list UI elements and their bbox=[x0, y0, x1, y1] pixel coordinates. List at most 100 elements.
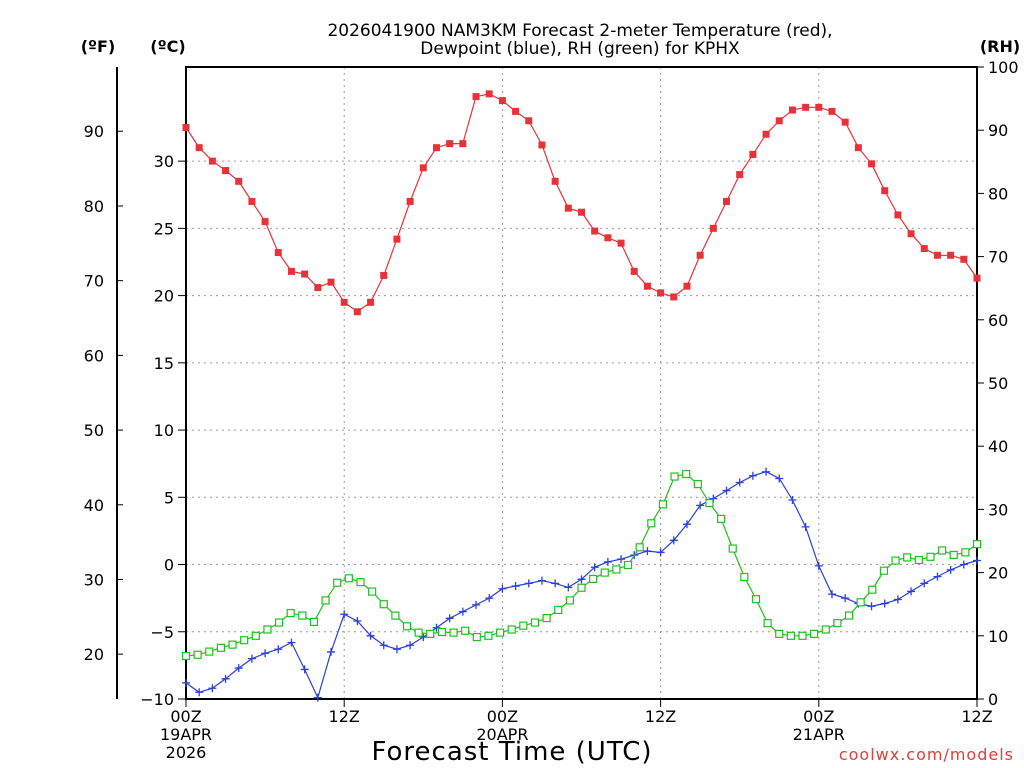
rh-tick-label: 90 bbox=[988, 121, 1008, 140]
rh-point bbox=[240, 636, 249, 645]
dewpoint-point bbox=[788, 495, 797, 504]
dewpoint-point bbox=[458, 607, 467, 616]
temperature-point bbox=[578, 208, 585, 216]
rh-point bbox=[519, 621, 528, 630]
dewpoint-point bbox=[511, 582, 520, 591]
temperature-point bbox=[367, 298, 375, 306]
temperature-point bbox=[591, 227, 599, 235]
rh-point bbox=[716, 514, 726, 523]
rh-point bbox=[263, 625, 272, 634]
rh-point bbox=[449, 628, 458, 637]
fahrenheit-tick-label: 70 bbox=[84, 272, 104, 291]
rh-point bbox=[181, 651, 191, 661]
temperature-point bbox=[617, 239, 625, 247]
temperature-point bbox=[485, 90, 493, 98]
rh-point bbox=[554, 605, 563, 614]
dewpoint-point bbox=[551, 579, 560, 588]
tick-labels: −10 −5 0 5 10 15 20 25 30 20 30 40 50 60 70 80 90 0 10 20 30… bbox=[84, 58, 1019, 762]
temperature-point bbox=[195, 144, 203, 152]
rh-point bbox=[507, 625, 516, 634]
rh-point bbox=[810, 629, 819, 639]
dewpoint-point bbox=[564, 583, 573, 592]
dewpoint-point bbox=[867, 602, 876, 611]
dewpoint-point bbox=[366, 631, 375, 640]
celsius-tick-label: 25 bbox=[154, 219, 174, 238]
dewpoint-point bbox=[617, 555, 626, 564]
temperature-point bbox=[657, 289, 665, 297]
temperature-point bbox=[604, 234, 612, 242]
dewpoint-point bbox=[472, 600, 481, 609]
fahrenheit-unit-label: (ºF) bbox=[81, 37, 116, 56]
dewpoint-point bbox=[946, 565, 955, 574]
x-tick-label: 12Z bbox=[961, 707, 992, 726]
dewpoint-point bbox=[827, 590, 836, 599]
temperature-point bbox=[314, 284, 322, 292]
temperature-point bbox=[182, 124, 190, 132]
rh-point bbox=[379, 600, 388, 609]
x-tick-label: 00Z bbox=[487, 707, 518, 726]
x-tick-label: 20APR bbox=[476, 725, 528, 744]
rh-point bbox=[414, 628, 423, 637]
temperature-point bbox=[894, 211, 902, 219]
temperature-point bbox=[709, 224, 717, 232]
temperature-point bbox=[353, 308, 361, 316]
dewpoint-point bbox=[208, 684, 217, 693]
rh-point bbox=[914, 555, 923, 565]
fahrenheit-tick-label: 80 bbox=[84, 197, 104, 216]
dewpoint-point bbox=[313, 693, 322, 702]
rh-tick-label: 60 bbox=[988, 311, 1008, 330]
rh-point bbox=[368, 587, 377, 596]
dewpoint-point bbox=[880, 599, 889, 608]
dewpoint-point bbox=[933, 572, 942, 581]
credit-label: coolwx.com/models bbox=[839, 745, 1014, 764]
dewpoint-point bbox=[182, 678, 190, 687]
dewpoint-point bbox=[379, 641, 388, 650]
chart-title-line2: Dewpoint (blue), RH (green) for KPHX bbox=[420, 39, 740, 59]
rh-point bbox=[321, 596, 330, 605]
rh-point bbox=[495, 628, 505, 637]
dewpoint-point bbox=[261, 649, 270, 658]
temperature-point bbox=[643, 282, 651, 290]
x-axis-title: Forecast Time (UTC) bbox=[371, 737, 652, 767]
celsius-tick-label: 10 bbox=[154, 421, 174, 440]
temperature-point bbox=[538, 141, 546, 149]
data-series bbox=[181, 90, 982, 702]
fahrenheit-tick-label: 60 bbox=[84, 346, 104, 365]
rh-point bbox=[484, 631, 493, 640]
rh-tick-label: 0 bbox=[988, 690, 998, 709]
x-tick-label: 00Z bbox=[803, 707, 834, 726]
series-rh bbox=[181, 469, 982, 661]
rh-point bbox=[542, 614, 551, 623]
temperature-point bbox=[630, 267, 638, 275]
temperature-point bbox=[828, 107, 836, 115]
dewpoint-point bbox=[735, 478, 744, 487]
temperature-point bbox=[432, 144, 440, 152]
rh-point bbox=[798, 631, 807, 640]
temperature-point bbox=[446, 140, 454, 148]
x-tick-label: 12Z bbox=[329, 707, 360, 726]
rh-point bbox=[565, 596, 574, 605]
dewpoint-point bbox=[195, 688, 204, 697]
dewpoint-point bbox=[234, 664, 243, 673]
rh-point bbox=[402, 622, 412, 631]
dewpoint-point bbox=[722, 486, 731, 495]
dewpoint-point bbox=[841, 594, 850, 603]
temperature-point bbox=[459, 140, 467, 148]
temperature-point bbox=[723, 197, 731, 205]
dewpoint-point bbox=[801, 522, 810, 531]
temperature-point bbox=[907, 230, 915, 238]
celsius-tick-label: −5 bbox=[150, 623, 174, 642]
rh-point bbox=[693, 480, 702, 489]
temperature-point bbox=[393, 235, 401, 243]
rh-tick-label: 50 bbox=[988, 374, 1008, 393]
temperature-point bbox=[248, 197, 256, 205]
fahrenheit-tick-label: 90 bbox=[84, 122, 104, 141]
dewpoint-point bbox=[327, 647, 336, 656]
dewpoint-point bbox=[748, 471, 757, 480]
rh-point bbox=[949, 550, 958, 560]
x-tick-label: 00Z bbox=[170, 707, 201, 726]
rh-point bbox=[856, 598, 865, 607]
series-dewpoint bbox=[182, 467, 981, 702]
temperature-point bbox=[498, 97, 506, 105]
rh-point bbox=[903, 553, 912, 562]
